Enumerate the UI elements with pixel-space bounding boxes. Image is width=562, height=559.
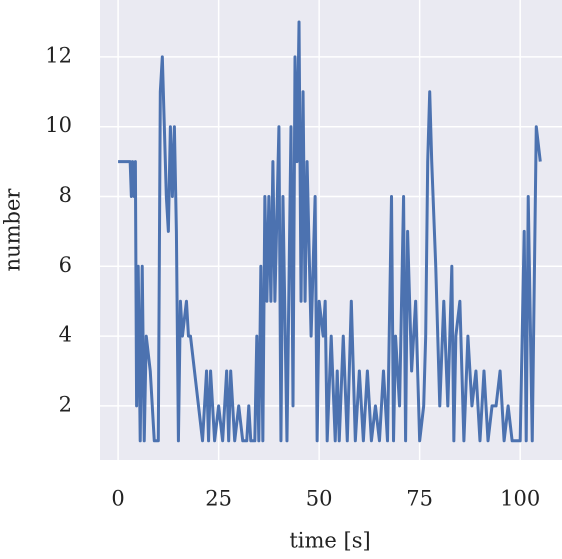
y-tick-label: 8: [59, 183, 72, 207]
y-axis-label: number: [1, 188, 25, 272]
y-tick-label: 2: [59, 392, 72, 416]
y-tick-label: 10: [45, 113, 72, 137]
x-tick-label: 25: [205, 487, 232, 511]
x-tick-label: 75: [406, 487, 433, 511]
data-line: [118, 20, 542, 443]
y-tick-label: 4: [59, 323, 72, 347]
x-tick-label: 100: [500, 487, 540, 511]
x-tick-label: 0: [111, 487, 124, 511]
y-tick-label: 6: [59, 253, 72, 277]
x-axis-label: time [s]: [289, 529, 370, 553]
x-tick-label: 50: [306, 487, 333, 511]
y-tick-label: 12: [45, 43, 72, 67]
